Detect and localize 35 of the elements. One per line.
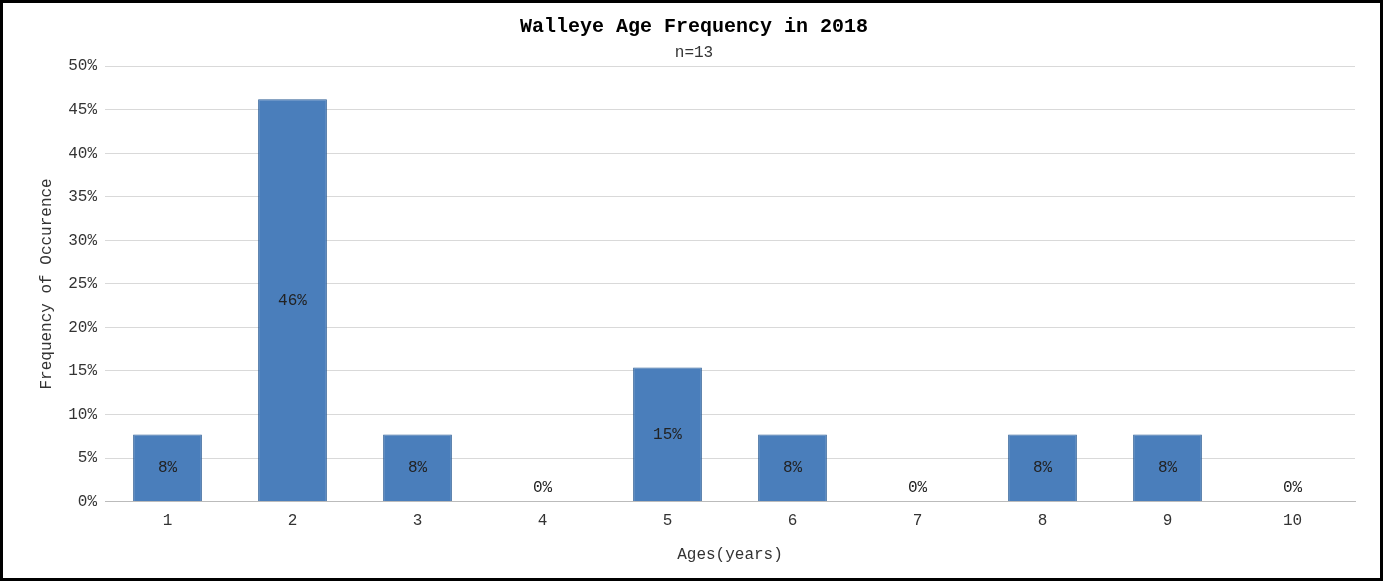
y-tick-label: 10%	[68, 405, 98, 424]
x-tick-label: 4	[537, 512, 548, 531]
data-label: 0%	[907, 478, 928, 497]
y-tick-label: 20%	[68, 318, 98, 337]
x-tick-label: 1	[162, 512, 173, 531]
y-tick-label: 35%	[68, 188, 98, 207]
x-tick-label: 3	[412, 512, 423, 531]
chart-title: Walleye Age Frequency in 2018	[519, 15, 869, 39]
y-tick-label: 5%	[77, 449, 98, 468]
x-tick-label: 9	[1162, 512, 1173, 531]
data-label: 8%	[1032, 459, 1053, 478]
x-tick-label: 2	[287, 512, 298, 531]
y-tick-label: 30%	[68, 231, 98, 250]
data-label: 0%	[532, 478, 553, 497]
x-tick-label: 6	[787, 512, 798, 531]
data-label: 8%	[157, 459, 178, 478]
data-label: 8%	[782, 459, 803, 478]
x-tick-label: 7	[912, 512, 923, 531]
data-label: 8%	[1157, 459, 1178, 478]
y-tick-label: 25%	[68, 275, 98, 294]
data-label: 0%	[1282, 478, 1303, 497]
data-label: 46%	[278, 291, 308, 310]
y-tick-label: 15%	[68, 362, 98, 381]
x-axis-title: Ages(years)	[677, 545, 783, 564]
data-label: 8%	[407, 459, 428, 478]
chart-subtitle: n=13	[674, 43, 714, 62]
x-tick-label: 5	[662, 512, 673, 531]
y-tick-label: 50%	[68, 57, 98, 76]
y-axis-title: Frequency of Occurence	[37, 178, 56, 390]
x-tick-label: 8	[1037, 512, 1048, 531]
data-label: 15%	[653, 425, 683, 444]
y-tick-label: 40%	[68, 144, 98, 163]
y-tick-label: 45%	[68, 100, 98, 119]
y-tick-label: 0%	[77, 492, 98, 511]
x-tick-label: 10	[1282, 512, 1303, 531]
